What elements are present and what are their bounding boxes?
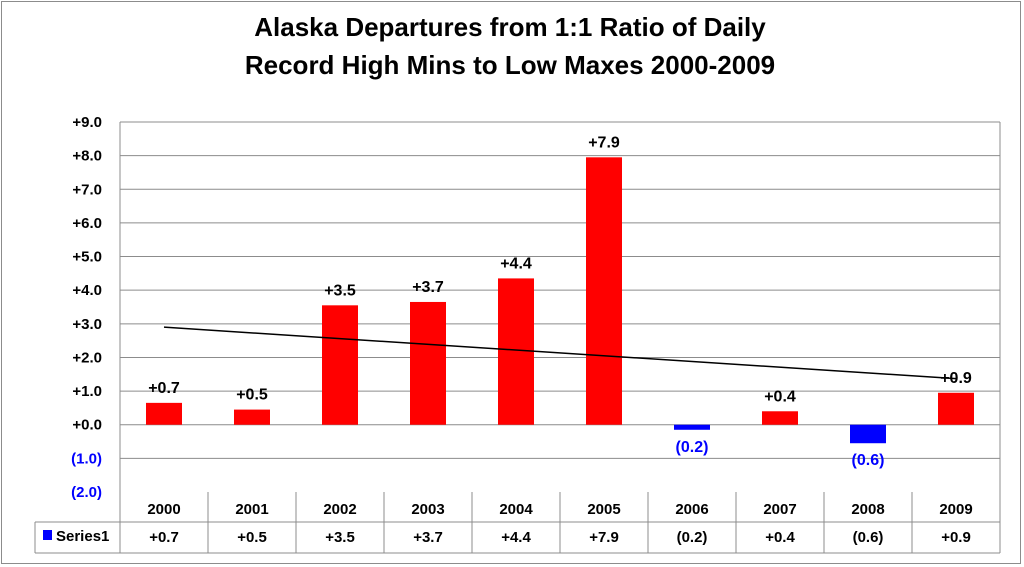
- x-tick-label: 2002: [323, 501, 356, 518]
- legend-key-label: Series1: [56, 528, 109, 545]
- x-tick-label: 2000: [147, 501, 180, 518]
- bar: [674, 424, 710, 430]
- gridlines: [120, 121, 1000, 459]
- table-value: +0.5: [237, 529, 267, 546]
- chart-title: Alaska Departures from 1:1 Ratio of Dail…: [0, 8, 1020, 84]
- x-tick-label: 2005: [587, 501, 620, 518]
- table-value: +3.5: [325, 529, 355, 546]
- table-value: (0.6): [853, 529, 884, 546]
- data-label: +3.5: [324, 282, 356, 299]
- y-tick-label: +8.0: [72, 148, 102, 165]
- y-tick-label: (1.0): [71, 450, 102, 467]
- data-label: (0.6): [852, 452, 885, 469]
- y-tick-label: +1.0: [72, 383, 102, 400]
- x-tick-label: 2001: [235, 501, 268, 518]
- y-tick-label: +2.0: [72, 349, 102, 366]
- data-table: 2000 +0.7 2001 +0.5 2002 +3.5 2003 +3.7 2004 +4.4…: [34, 492, 1000, 554]
- trendline-layer: [163, 326, 957, 380]
- x-tick-label: 2008: [851, 501, 884, 518]
- y-tick-label: +6.0: [72, 215, 102, 232]
- table-value: +0.9: [941, 529, 971, 546]
- data-label: +0.7: [148, 380, 180, 397]
- data-label: +0.4: [764, 388, 796, 405]
- bar: [850, 424, 886, 444]
- y-tick-label: +3.0: [72, 316, 102, 333]
- data-labels: +0.7 +0.5 +3.5 +3.7 +4.4 +7.9 (0.2) +0.4 (0.6) +0…: [148, 134, 972, 469]
- chart-title-line-1: Alaska Departures from 1:1 Ratio of Dail…: [254, 12, 766, 42]
- bars: [146, 157, 974, 444]
- x-tick-label: 2009: [939, 501, 972, 518]
- table-value: +3.7: [413, 529, 443, 546]
- y-axis: +9.0 +8.0 +7.0 +6.0 +5.0 +4.0 +3.0 +2.0 +1.0 +0.0…: [71, 114, 1001, 553]
- bar: [586, 157, 622, 425]
- bar: [322, 305, 358, 425]
- x-tick-label: 2007: [763, 501, 796, 518]
- legend-key-swatch: [43, 530, 52, 540]
- bar: [234, 409, 270, 425]
- y-tick-label: (2.0): [71, 484, 102, 501]
- data-label: +4.4: [500, 255, 532, 272]
- x-tick-label: 2003: [411, 501, 444, 518]
- table-value: +0.4: [765, 529, 795, 546]
- bar: [410, 301, 446, 425]
- data-label: (0.2): [676, 439, 709, 456]
- y-tick-label: +4.0: [72, 282, 102, 299]
- bar: [938, 392, 974, 425]
- bar: [762, 411, 798, 425]
- data-label: +0.9: [940, 370, 972, 387]
- y-tick-label: +9.0: [72, 114, 102, 131]
- table-value: (0.2): [677, 529, 708, 546]
- table-value: +7.9: [589, 529, 619, 546]
- table-value: +0.7: [149, 529, 179, 546]
- x-tick-label: 2006: [675, 501, 708, 518]
- x-tick-label: 2004: [499, 501, 533, 518]
- y-tick-label: +5.0: [72, 249, 102, 266]
- bar: [146, 402, 182, 425]
- chart-title-line-2: Record High Mins to Low Maxes 2000-2009: [244, 50, 776, 80]
- table-value: +4.4: [501, 529, 531, 546]
- data-label: +0.5: [236, 387, 268, 404]
- data-label: +7.9: [588, 134, 620, 151]
- trendline: [163, 326, 957, 380]
- y-tick-label: +0.0: [72, 417, 102, 434]
- data-label: +3.7: [412, 279, 444, 296]
- y-tick-label: +7.0: [72, 181, 102, 198]
